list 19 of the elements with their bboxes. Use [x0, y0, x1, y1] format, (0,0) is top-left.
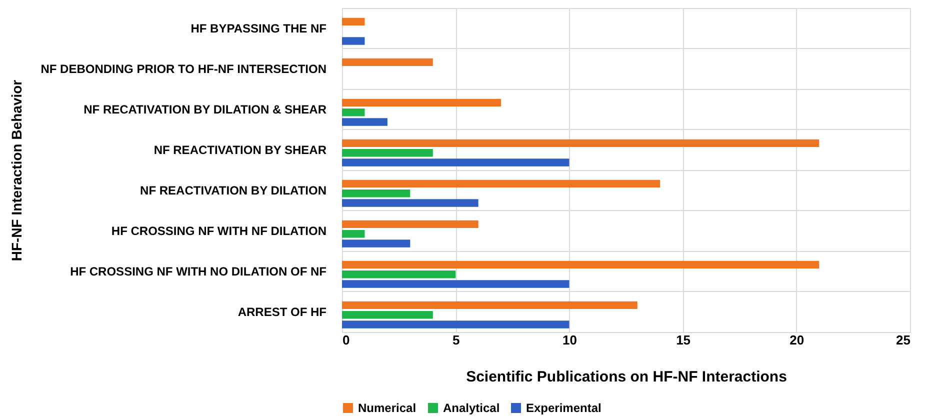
y-axis-title: HF-NF Interaction Behavior: [8, 79, 24, 262]
x-tick-label: 5: [452, 332, 460, 348]
y-tick-label: NF REACTIVATION BY DILATION: [140, 183, 326, 198]
x-axis-title: Scientific Publications on HF-NF Interactions: [466, 368, 787, 386]
legend-label: Experimental: [526, 401, 602, 415]
x-tick-label: 20: [790, 332, 804, 348]
y-tick-label: NF RECATIVATION BY DILATION & SHEAR: [84, 102, 327, 116]
x-tick-label: 0: [342, 332, 350, 348]
x-tick-label: 15: [676, 332, 691, 348]
legend-label: Analytical: [443, 401, 500, 415]
x-tick-label: 10: [562, 332, 577, 348]
y-tick-label: HF CROSSING NF WITH NO DILATION OF NF: [70, 264, 326, 278]
y-tick-label: NF REACTIVATION BY SHEAR: [154, 142, 327, 157]
legend-label: Numerical: [358, 401, 416, 415]
y-tick-label: HF BYPASSING THE NF: [190, 21, 326, 36]
y-tick-label: HF CROSSING NF WITH NF DILATION: [111, 224, 326, 238]
x-tick-label: 25: [896, 332, 910, 348]
y-tick-label: ARREST OF HF: [238, 304, 326, 319]
y-tick-label: NF DEBONDING PRIOR TO HF-NF INTERSECTION: [40, 62, 326, 76]
